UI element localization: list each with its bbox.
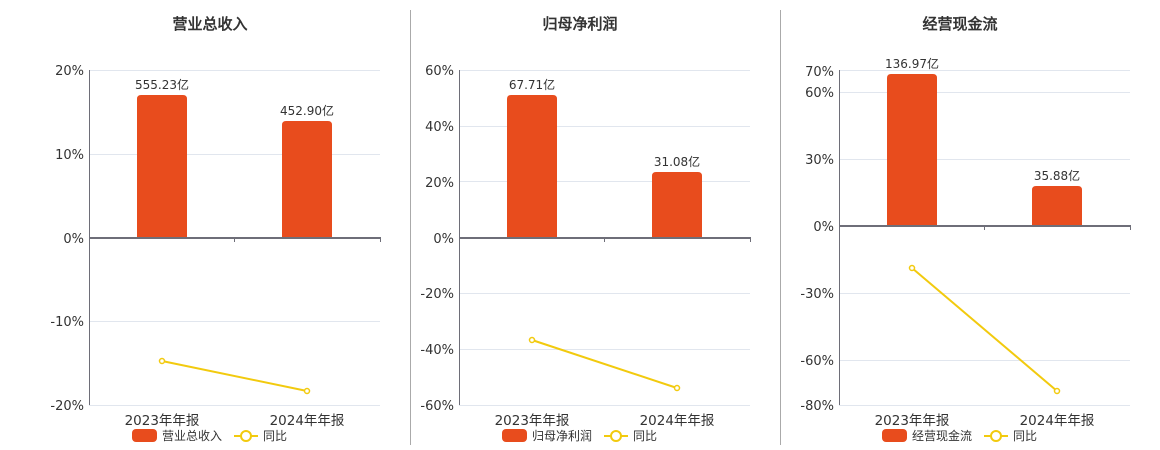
bar-value-label: 35.88亿 bbox=[1034, 168, 1080, 183]
bar-2023[interactable] bbox=[137, 95, 187, 238]
bar-2023[interactable] bbox=[507, 95, 557, 238]
x-axis-label: 2023年年报 bbox=[125, 413, 200, 429]
bar-2023[interactable] bbox=[887, 74, 937, 226]
legend-bar-swatch-icon[interactable] bbox=[132, 429, 157, 442]
svg-text:20%: 20% bbox=[55, 64, 84, 79]
legend-line-swatch-icon[interactable] bbox=[990, 430, 1002, 442]
legend-bar-label[interactable]: 归母净利润 bbox=[532, 429, 592, 443]
x-axis-label: 2023年年报 bbox=[875, 413, 950, 429]
legend-line-swatch-icon[interactable] bbox=[240, 430, 252, 442]
legend-bar-swatch-icon[interactable] bbox=[502, 429, 527, 442]
svg-text:60%: 60% bbox=[425, 64, 454, 79]
yoy-point[interactable] bbox=[908, 264, 916, 272]
legend: 归母净利润 同比 bbox=[502, 429, 657, 443]
y-axis-labels: 70% 60% 30% 0% -30% -60% -80% bbox=[800, 65, 834, 414]
gridlines bbox=[839, 70, 1130, 406]
chart-title: 经营现金流 bbox=[922, 15, 997, 33]
x-axis-label: 2024年年报 bbox=[640, 413, 715, 429]
bar-value-label: 67.71亿 bbox=[509, 77, 555, 92]
chart-title: 归母净利润 bbox=[542, 15, 617, 33]
y-axis-labels: 60% 40% 20% 0% -20% -40% -60% bbox=[420, 64, 454, 414]
bar-value-label: 136.97亿 bbox=[885, 56, 939, 71]
legend-line-label[interactable]: 同比 bbox=[1013, 429, 1037, 443]
yoy-line bbox=[161, 360, 308, 392]
bar-2024[interactable] bbox=[1032, 186, 1082, 226]
chart-title: 营业总收入 bbox=[172, 15, 247, 33]
legend-line-label[interactable]: 同比 bbox=[263, 429, 287, 443]
svg-text:10%: 10% bbox=[55, 148, 84, 163]
x-axis-label: 2023年年报 bbox=[495, 413, 570, 429]
svg-text:-60%: -60% bbox=[420, 399, 454, 414]
svg-text:-20%: -20% bbox=[420, 287, 454, 302]
svg-text:-80%: -80% bbox=[800, 399, 834, 414]
legend: 营业总收入 同比 bbox=[132, 429, 287, 443]
bar-value-label: 452.90亿 bbox=[280, 103, 334, 118]
bar-2024[interactable] bbox=[652, 172, 702, 238]
svg-text:20%: 20% bbox=[425, 176, 454, 191]
svg-text:70%: 70% bbox=[805, 65, 834, 80]
bar-value-label: 31.08亿 bbox=[654, 154, 700, 169]
y-axis-labels: 20% 10% 0% -10% -20% bbox=[50, 64, 84, 414]
legend-line-swatch-icon[interactable] bbox=[610, 430, 622, 442]
yoy-line bbox=[531, 339, 678, 389]
yoy-point[interactable] bbox=[528, 336, 536, 344]
svg-text:-40%: -40% bbox=[420, 343, 454, 358]
yoy-point[interactable] bbox=[673, 384, 681, 392]
x-axis-label: 2024年年报 bbox=[270, 413, 345, 429]
legend-bar-label[interactable]: 营业总收入 bbox=[162, 429, 222, 443]
svg-text:-10%: -10% bbox=[50, 315, 84, 330]
yoy-point[interactable] bbox=[158, 357, 166, 365]
bar-2024[interactable] bbox=[282, 121, 332, 238]
svg-text:60%: 60% bbox=[805, 86, 834, 101]
svg-text:0%: 0% bbox=[433, 232, 454, 247]
yoy-point[interactable] bbox=[303, 387, 311, 395]
chart-net-profit: 归母净利润 60% 40% 20% 0% -20% -40% -60% 67.7… bbox=[420, 15, 751, 443]
chart-revenue: 营业总收入 20% 10% 0% -10% -20% 555.23亿 452.9… bbox=[50, 15, 381, 443]
svg-text:-60%: -60% bbox=[800, 354, 834, 369]
chart-operating-cash-flow: 经营现金流 70% 60% 30% 0% -30% -60% -80% 136.… bbox=[800, 15, 1131, 443]
legend-line-label[interactable]: 同比 bbox=[633, 429, 657, 443]
svg-text:-30%: -30% bbox=[800, 287, 834, 302]
svg-text:30%: 30% bbox=[805, 153, 834, 168]
yoy-line bbox=[911, 267, 1058, 392]
bar-value-label: 555.23亿 bbox=[135, 77, 189, 92]
legend: 经营现金流 同比 bbox=[882, 428, 1037, 443]
svg-text:40%: 40% bbox=[425, 120, 454, 135]
svg-text:0%: 0% bbox=[63, 232, 84, 247]
svg-text:0%: 0% bbox=[813, 220, 834, 235]
svg-text:-20%: -20% bbox=[50, 399, 84, 414]
legend-bar-swatch-icon[interactable] bbox=[882, 429, 907, 442]
yoy-point[interactable] bbox=[1053, 387, 1061, 395]
legend-bar-label[interactable]: 经营现金流 bbox=[912, 428, 972, 443]
x-axis-label: 2024年年报 bbox=[1020, 413, 1095, 429]
